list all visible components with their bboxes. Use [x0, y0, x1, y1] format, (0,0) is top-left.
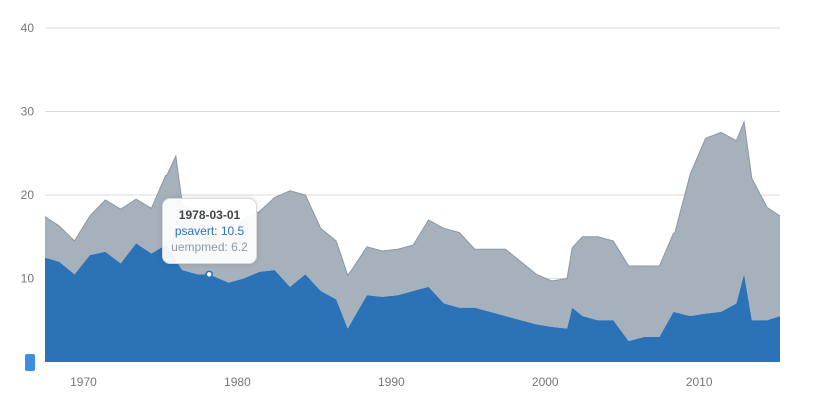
- series-uempmed-area: [45, 121, 780, 342]
- tooltip-uempmed-value: uempmed: 6.2: [171, 240, 248, 254]
- x-tick-label: 1970: [70, 375, 97, 389]
- x-tick-label: 2010: [686, 375, 713, 389]
- series-psavert-area: [45, 243, 780, 362]
- x-tick-label: 1990: [378, 375, 405, 389]
- hover-point-marker: [205, 270, 213, 279]
- x-tick-label: 1980: [224, 375, 251, 389]
- area-series: [44, 120, 781, 362]
- range-selector-handle[interactable]: [25, 354, 35, 371]
- y-tick-label: 30: [21, 105, 35, 119]
- y-tick-label: 20: [21, 188, 35, 202]
- y-tick-label: 10: [21, 272, 35, 286]
- x-tick-label: 2000: [532, 375, 559, 389]
- y-tick-label: 40: [21, 21, 35, 35]
- x-axis-tick-labels: 1970 1980 1990 2000 2010: [70, 375, 713, 389]
- hover-tooltip: 1978-03-01 psavert: 10.5 uempmed: 6.2: [162, 198, 257, 264]
- series-uempmed-line: [44, 120, 781, 282]
- tooltip-psavert-value: psavert: 10.5: [174, 224, 245, 238]
- hover-markers: [205, 270, 213, 279]
- tooltip-date: 1978-03-01: [178, 208, 241, 222]
- y-axis-tick-labels: 10 20 30 40: [21, 21, 35, 286]
